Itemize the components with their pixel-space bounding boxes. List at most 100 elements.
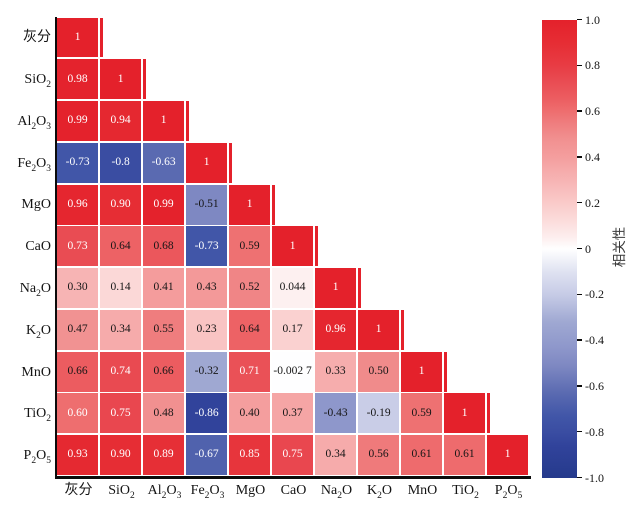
col-label: MgO	[235, 483, 266, 498]
cell-value: 0.94	[110, 114, 131, 127]
diagonal-edge-sliver	[315, 226, 319, 267]
cell-value: 0.66	[67, 364, 88, 377]
colorbar-tick	[577, 385, 582, 387]
colorbar-tick-label: -0.4	[585, 333, 604, 348]
cell-value: 0.52	[239, 281, 260, 294]
cell-value: 0.64	[239, 323, 260, 336]
colorbar-gradient	[542, 19, 577, 478]
heatmap-cell: 1	[100, 59, 142, 100]
cell-value: 0.71	[239, 364, 260, 377]
colorbar-tick	[577, 247, 582, 250]
heatmap-cell: 0.30	[57, 268, 99, 309]
cell-value: 0.23	[196, 323, 217, 336]
heatmap-cell: -0.51	[186, 184, 228, 225]
heatmap-cell: -0.32	[186, 351, 228, 392]
heatmap-cell: 0.044	[272, 268, 314, 309]
heatmap-cell: 0.93	[57, 435, 99, 476]
heatmap-cell: 0.23	[186, 309, 228, 350]
row-label: MgO	[21, 197, 51, 213]
cell-value: 0.33	[325, 364, 346, 377]
heatmap-cell: 1	[272, 226, 314, 267]
heatmap-cell: 1	[315, 268, 357, 309]
cell-value: 0.99	[153, 197, 174, 210]
cell-value: 1	[160, 114, 167, 127]
heatmap-cell: 0.98	[57, 59, 99, 100]
heatmap-cell: 0.90	[100, 184, 142, 225]
cell-value: 0.37	[282, 406, 303, 419]
x-axis-line	[54, 476, 531, 479]
colorbar-tick-label: 0.8	[585, 58, 600, 73]
heatmap-cell: -0.86	[186, 393, 228, 434]
colorbar-tick-label: -0.8	[585, 424, 604, 439]
colorbar-tick-label: 0.2	[585, 195, 600, 210]
heatmap-cell: 1	[401, 351, 443, 392]
cell-value: 0.99	[67, 114, 88, 127]
cell-value: 0.43	[196, 281, 217, 294]
cell-value: 0.98	[67, 72, 88, 85]
row-label: K2O	[25, 322, 51, 341]
heatmap-cell: -0.67	[186, 435, 228, 476]
cell-value: 0.74	[110, 364, 131, 377]
cell-value: 1	[117, 72, 124, 85]
colorbar-tick-label: -0.6	[585, 378, 604, 393]
col-label: SiO2	[108, 483, 135, 501]
heatmap-cell: 0.73	[57, 226, 99, 267]
heatmap-cell: 0.50	[358, 351, 400, 392]
diagonal-edge-sliver	[229, 142, 233, 183]
cell-value: 0.34	[110, 323, 131, 336]
heatmap-cell: 0.59	[401, 393, 443, 434]
heatmap-cell: 1	[57, 17, 99, 58]
heatmap-cell: 0.75	[100, 393, 142, 434]
heatmap-cell: -0.73	[57, 142, 99, 183]
colorbar-tick	[577, 430, 582, 433]
heatmap-cell: 0.43	[186, 268, 228, 309]
heatmap-cell: 0.56	[358, 435, 400, 476]
heatmap-cell: -0.8	[100, 142, 142, 183]
cell-value: 1	[461, 406, 468, 419]
row-label: SiO2	[24, 72, 51, 90]
diagonal-edge-sliver	[143, 59, 147, 100]
cell-value: -0.86	[194, 406, 219, 419]
colorbar-tick	[577, 156, 582, 158]
cell-value: 1	[332, 281, 339, 294]
cell-value: 1	[289, 239, 296, 252]
col-label: P2O5	[494, 483, 523, 501]
cell-value: 1	[375, 323, 382, 336]
cell-value: 0.93	[67, 448, 88, 461]
diagonal-edge-sliver	[272, 184, 276, 225]
row-label: CaO	[25, 239, 51, 255]
heatmap-cell: 0.55	[143, 309, 185, 350]
cell-value: -0.63	[151, 156, 176, 169]
cell-value: 0.34	[325, 448, 346, 461]
heatmap-cell: 0.85	[229, 435, 271, 476]
cell-value: 0.50	[368, 364, 389, 377]
col-label: MnO	[407, 483, 438, 498]
colorbar-title: 相关性	[612, 226, 627, 268]
cell-value: -0.19	[366, 406, 391, 419]
colorbar-tick	[577, 476, 582, 479]
heatmap-cell: -0.63	[143, 142, 185, 183]
cell-value: 0.75	[282, 448, 303, 461]
heatmap-cell: 0.61	[401, 435, 443, 476]
heatmap-cell: 0.64	[100, 226, 142, 267]
cell-value: 0.75	[110, 406, 131, 419]
row-label: TiO2	[24, 406, 51, 425]
cell-value: 0.73	[67, 239, 88, 252]
diagonal-edge-sliver	[444, 351, 448, 392]
row-label: 灰分	[23, 30, 51, 46]
diagonal-edge-sliver	[487, 393, 491, 434]
col-label: Al2O3	[147, 483, 182, 501]
cell-value: 0.90	[110, 197, 131, 210]
heatmap-cell: 0.61	[444, 435, 486, 476]
cell-value: 0.17	[282, 323, 303, 336]
heatmap-cell: 0.89	[143, 435, 185, 476]
heatmap-cell: 0.41	[143, 268, 185, 309]
cell-value: 1	[74, 30, 81, 43]
cell-value: 0.61	[411, 448, 432, 461]
heatmap-cell: 0.48	[143, 393, 185, 434]
heatmap-cell: 0.34	[100, 309, 142, 350]
heatmap-cell: 0.14	[100, 268, 142, 309]
diagonal-edge-sliver	[100, 17, 104, 58]
heatmap-cell: 0.94	[100, 101, 142, 141]
